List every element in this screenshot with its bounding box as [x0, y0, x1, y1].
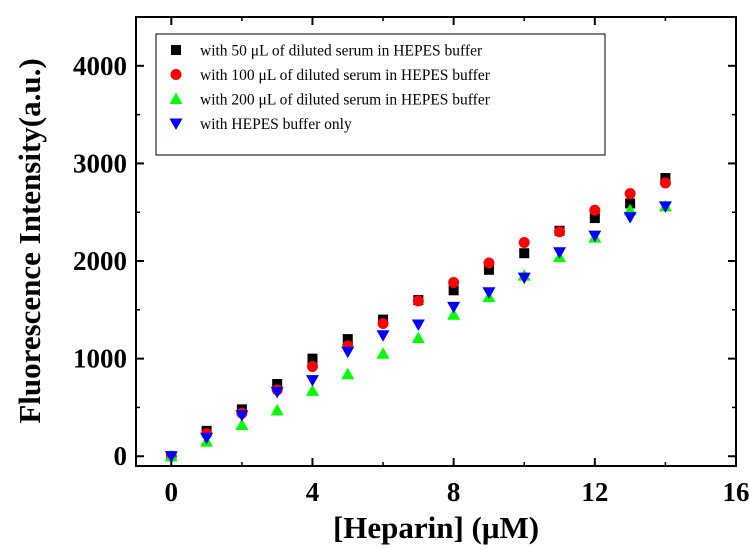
data-point — [518, 236, 530, 248]
data-point — [306, 360, 318, 372]
data-point — [447, 308, 461, 320]
legend-label: with HEPES buffer only — [200, 116, 352, 133]
data-point — [554, 226, 566, 238]
data-point — [270, 403, 284, 416]
data-point — [164, 451, 178, 463]
data-point — [342, 334, 353, 345]
data-point — [377, 317, 389, 329]
legend-marker — [171, 45, 181, 55]
data-point — [589, 204, 601, 216]
axis-ticks — [136, 17, 737, 466]
legend: with 50 μL of diluted serum in HEPES buf… — [155, 33, 606, 156]
data-point — [588, 230, 602, 243]
data-point — [412, 295, 424, 307]
y-tick-label: 2000 — [73, 246, 127, 276]
data-point — [341, 346, 355, 359]
x-tick-label: 8 — [447, 477, 461, 507]
x-axis-title: [Heparin] (μM) — [333, 510, 539, 545]
data-point — [483, 264, 494, 275]
axis-tick-labels: 0 4 8 12 16 0 1000 2000 3000 4000 — [73, 51, 749, 507]
data-point — [623, 212, 637, 224]
legend-marker — [170, 69, 182, 80]
data-point — [341, 367, 355, 380]
y-tick-label: 3000 — [73, 148, 127, 178]
data-point — [200, 432, 214, 445]
data-point — [448, 276, 460, 288]
series-4 — [164, 201, 672, 463]
legend-label: with 200 μL of diluted serum in HEPES bu… — [200, 92, 491, 109]
legend-marker — [169, 118, 183, 130]
data-point — [447, 301, 461, 314]
data-point — [272, 379, 283, 390]
plot-frame — [135, 16, 737, 467]
y-tick-label: 1000 — [73, 344, 127, 374]
data-point — [589, 213, 600, 224]
data-point — [305, 384, 319, 396]
legend-label: with 100 μL of diluted serum in HEPES bu… — [200, 67, 491, 84]
data-point — [553, 247, 567, 259]
data-point — [625, 198, 636, 209]
legend-label: with 50 μL of diluted serum in HEPES buf… — [200, 43, 483, 60]
x-tick-label: 0 — [165, 477, 179, 507]
y-tick-label: 4000 — [73, 51, 127, 81]
y-axis-title: Fluorescence Intensity(a.u.) — [12, 58, 47, 423]
data-point — [519, 248, 530, 259]
x-tick-label: 4 — [306, 477, 320, 507]
data-point — [235, 410, 249, 422]
legend-box — [155, 33, 606, 156]
data-point — [305, 375, 319, 387]
data-points — [164, 173, 672, 463]
data-point — [448, 285, 459, 296]
data-point — [270, 386, 284, 399]
data-point — [411, 319, 425, 331]
y-tick-label: 0 — [114, 441, 128, 471]
data-point — [307, 353, 318, 364]
data-point — [624, 188, 636, 200]
data-point — [482, 287, 496, 299]
data-point — [376, 330, 390, 342]
legend-marker — [169, 92, 183, 104]
data-point — [376, 347, 390, 359]
data-point — [658, 201, 672, 213]
data-point — [235, 418, 249, 431]
x-tick-label: 12 — [581, 477, 608, 507]
x-tick-label: 16 — [723, 477, 749, 507]
data-point — [411, 331, 425, 344]
data-point — [517, 272, 531, 285]
data-point — [483, 257, 495, 269]
data-point — [659, 177, 671, 189]
